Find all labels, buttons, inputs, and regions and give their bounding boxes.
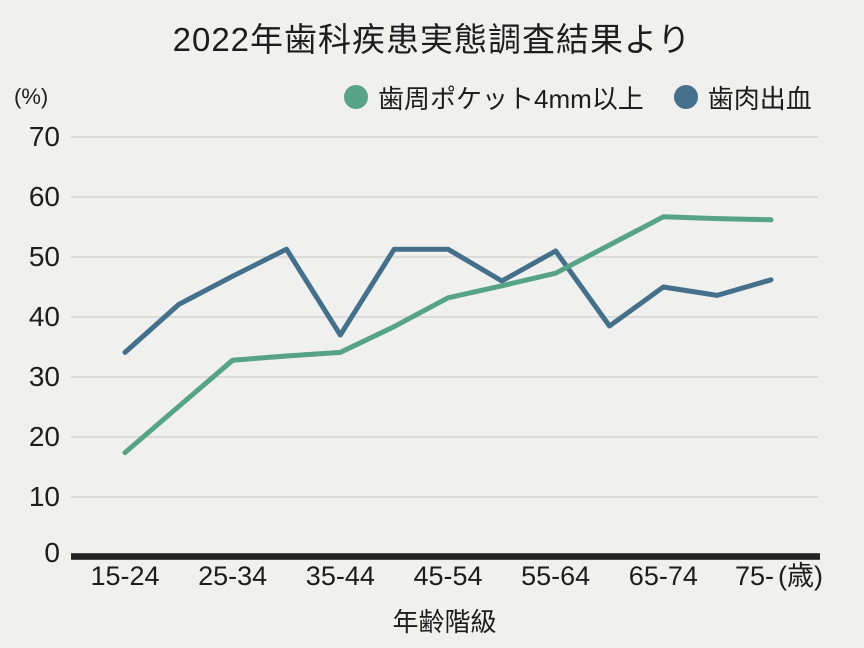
y-tick-label-60: 60 [28,181,60,212]
legend-item-bleeding: 歯肉出血 [673,79,812,116]
legend-dot-icon-pocket [344,85,368,109]
x-tick-label: 75- [734,561,775,591]
x-tick: 45-54 [368,561,528,591]
y-tick-label-70: 70 [28,121,60,152]
x-tick-label: 35-44 [305,561,375,591]
x-tick-label: 45-54 [413,561,483,591]
x-tick: 35-44 [260,561,420,591]
y-axis-unit-label: (%) [14,84,49,109]
legend-dot-icon-bleeding [673,85,698,109]
x-tick: 75- (歳) [699,561,859,591]
y-tick-label-20: 20 [28,421,60,452]
legend-label-bleeding: 歯肉出血 [707,83,812,114]
y-tick-label-50: 50 [28,241,60,272]
legend: 歯周ポケット4mm以上 歯肉出血 [344,83,812,114]
chart-title: 2022年歯科疾患実態調査結果より [172,21,692,58]
x-tick-label: 55-64 [521,561,591,591]
y-tick-label-0: 0 [44,537,60,568]
x-axis-unit-label: (歳) [778,561,823,591]
y-tick-label-10: 10 [28,481,60,512]
x-tick-label: 25-34 [198,561,268,591]
legend-label-pocket: 歯周ポケット4mm以上 [378,83,644,114]
y-tick-label-30: 30 [28,361,60,392]
y-tick-label-40: 40 [28,301,60,332]
legend-item-pocket: 歯周ポケット4mm以上 [344,79,644,116]
x-tick-label: 15-24 [90,561,160,591]
x-axis-title: 年齢階級 [392,607,497,637]
x-tick-label: 65-74 [628,561,698,591]
series-line-歯肉出血 [122,246,774,355]
x-axis-line [71,553,820,560]
series-line-歯周ポケット4mm以上 [122,214,774,456]
x-tick: 25-34 [153,561,313,591]
x-tick: 65-74 [583,561,743,591]
x-tick: 55-64 [476,561,636,591]
x-tick: 15-24 [45,561,205,591]
